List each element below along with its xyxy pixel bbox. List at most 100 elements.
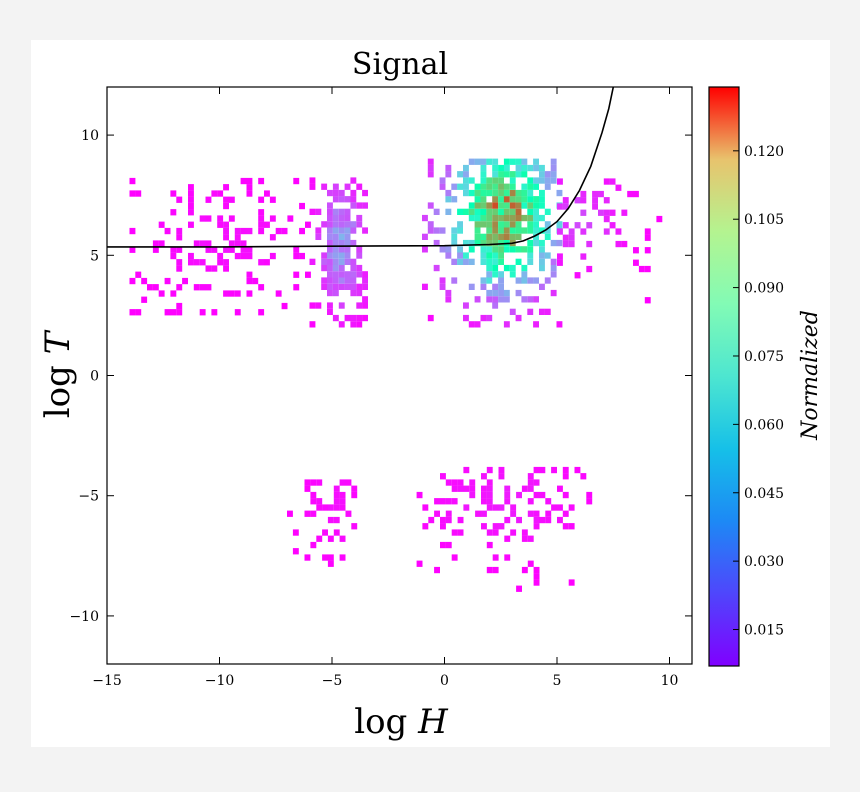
heatmap-cell [509, 264, 516, 272]
heatmap-cell [129, 309, 136, 316]
heatmap-cell [551, 466, 557, 474]
heatmap-cell [356, 271, 363, 278]
heatmap-cell [451, 277, 458, 284]
heatmap-cell [468, 158, 475, 165]
heatmap-cell [439, 177, 446, 184]
heatmap-cell [333, 498, 340, 505]
heatmap-cell [339, 491, 346, 499]
heatmap-cell [234, 309, 241, 316]
heatmap-cell [332, 289, 339, 297]
heatmap-cell [515, 246, 522, 253]
heatmap-cell [562, 523, 569, 530]
heatmap-cell [445, 479, 452, 486]
heatmap-cell [521, 296, 528, 303]
heatmap-cell [503, 202, 510, 209]
heatmap-cell [533, 177, 539, 184]
heatmap-cell [568, 579, 575, 586]
heatmap-cell [246, 177, 253, 185]
heatmap-cell [498, 214, 504, 222]
heatmap-cell [504, 554, 511, 561]
heatmap-cell [293, 271, 300, 278]
heatmap-cell [333, 516, 340, 524]
colorbar-ticks: 0.015 0.030 0.045 0.060 0.075 0.090 0.105 0.120 [733, 144, 784, 639]
heatmap-cell [205, 265, 212, 272]
heatmap-cell [176, 227, 183, 235]
heatmap-cell [228, 215, 235, 222]
heatmap-cell [234, 234, 241, 241]
heatmap-cell [509, 233, 516, 240]
y-tick-label: −5 [78, 489, 99, 505]
heatmap-cell [463, 177, 469, 184]
heatmap-cell [427, 158, 434, 165]
heatmap-cell [240, 240, 247, 247]
heatmap-cell [480, 258, 487, 265]
chart-svg: Signal −15 −10 −5 0 5 10 −10 −5 0 5 10 log H log … [38, 47, 823, 742]
heatmap-cell [170, 290, 177, 297]
heatmap-cell [498, 196, 504, 203]
heatmap-cell [644, 228, 651, 235]
heatmap-cell [356, 302, 363, 309]
heatmap-cell [457, 183, 463, 190]
heatmap-cell [469, 479, 476, 486]
heatmap-cell [362, 227, 368, 234]
heatmap-cell [556, 189, 563, 197]
heatmap-cell [468, 214, 475, 222]
heatmap-cell [509, 177, 516, 184]
heatmap-cell [309, 258, 316, 265]
y-tick-label: −10 [69, 609, 99, 625]
heatmap-cell [481, 523, 487, 530]
heatmap-cell [544, 177, 551, 184]
heatmap-cell [474, 208, 481, 215]
heatmap-cell [498, 289, 504, 297]
heatmap-cell [338, 221, 345, 228]
heatmap-cell [503, 233, 510, 240]
heatmap-cell [562, 203, 569, 210]
heatmap-cell [350, 196, 357, 203]
heatmap-cell [474, 196, 481, 203]
x-tick-label: 5 [553, 673, 562, 689]
plot-frame [106, 86, 693, 665]
heatmap-cell [170, 209, 177, 216]
heatmap-cell [539, 177, 545, 184]
heatmap-cell [475, 510, 481, 517]
heatmap-cell [457, 227, 463, 234]
heatmap-cell [603, 209, 610, 216]
heatmap-cell [293, 177, 300, 185]
heatmap-cell [510, 510, 517, 517]
heatmap-cell [264, 190, 270, 197]
heatmap-cell [258, 259, 265, 266]
heatmap-cell [527, 208, 534, 215]
heatmap-cell [344, 183, 351, 190]
heatmap-cell [350, 321, 357, 328]
heatmap-cell [356, 221, 363, 228]
heatmap-cell [527, 258, 534, 265]
heatmap-cell [463, 258, 469, 265]
heatmap-cell [521, 214, 528, 222]
heatmap-cell [492, 221, 499, 228]
colorbar-tick-label: 0.030 [744, 554, 784, 570]
heatmap-cell [580, 190, 587, 198]
heatmap-cell [246, 190, 253, 197]
heatmap-cell [539, 214, 545, 222]
heatmap-cell [498, 189, 504, 197]
heatmap-cell [199, 284, 206, 291]
heatmap-cell [503, 296, 510, 303]
heatmap-cell [557, 504, 563, 511]
heatmap-cell [468, 239, 475, 247]
heatmap-cell [339, 504, 346, 511]
heatmap-cell [492, 177, 499, 184]
heatmap-cell [350, 277, 357, 284]
heatmap-cell [344, 196, 351, 203]
heatmap-cell [309, 208, 316, 215]
heatmap-cell [557, 516, 563, 524]
heatmap-cell [434, 510, 440, 517]
heatmap-cell [327, 535, 334, 542]
heatmap-cell [338, 264, 345, 272]
heatmap-cell [533, 510, 540, 517]
heatmap-cell [515, 258, 522, 265]
heatmap-cell [327, 258, 333, 265]
heatmap-cell [356, 321, 363, 328]
heatmap-cell [264, 221, 270, 228]
heatmap-cell [539, 171, 545, 178]
heatmap-cell [246, 227, 253, 235]
